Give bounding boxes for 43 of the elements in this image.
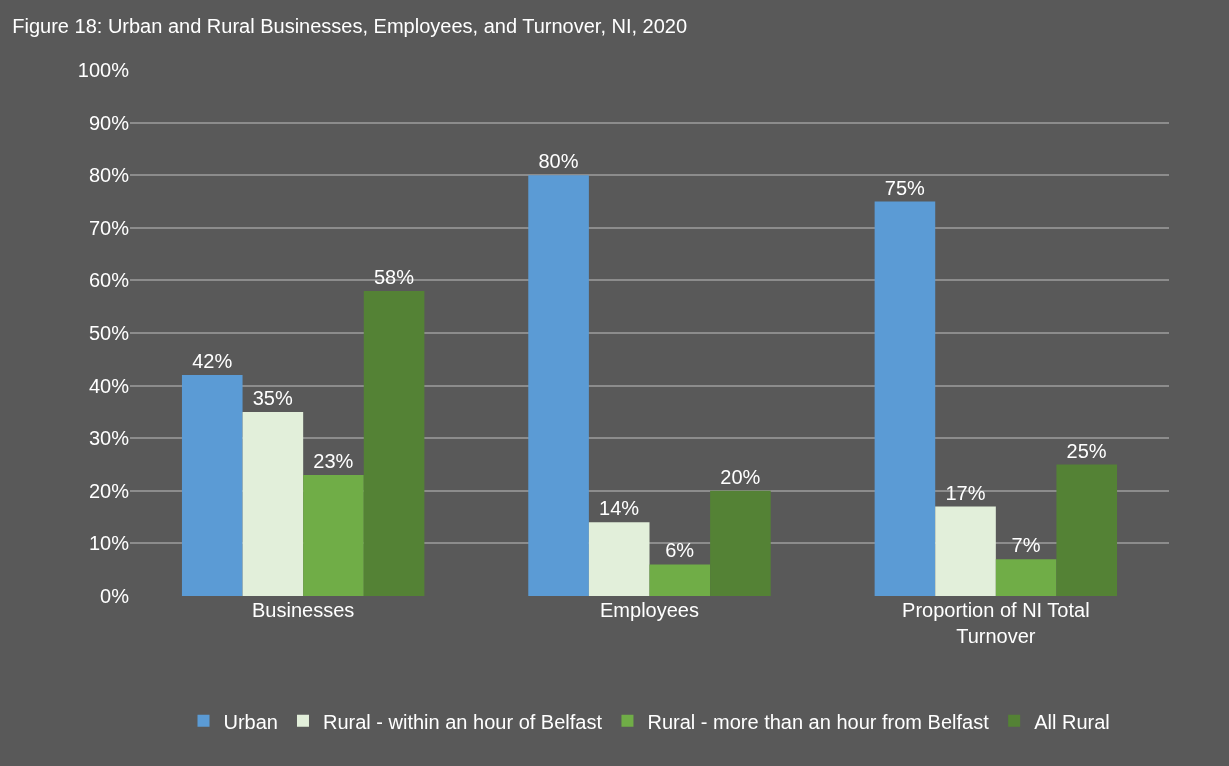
legend-label: Urban: [223, 710, 278, 733]
data-label: 80%: [538, 150, 579, 173]
bar: [1056, 464, 1118, 596]
y-tick-label: 0%: [100, 585, 130, 607]
bar: [649, 564, 711, 596]
data-label: 17%: [945, 481, 986, 504]
data-label: 58%: [373, 265, 415, 288]
y-tick-label: 60%: [88, 269, 130, 292]
x-tick-label: Proportion of NI Total Turnover: [902, 599, 1090, 647]
y-tick-label: 70%: [88, 216, 130, 239]
bar: [995, 559, 1057, 596]
data-label: 75%: [884, 176, 926, 199]
chart-title: Figure 18: Urban and Rural Businesses, Employees, and Turnover, NI, 2020: [12, 15, 688, 38]
data-label: 7%: [1011, 534, 1041, 557]
y-tick-label: 80%: [88, 164, 130, 187]
data-label: 20%: [720, 465, 761, 488]
x-tick-label: Employees: [600, 599, 699, 621]
y-tick-label: 20%: [88, 479, 130, 502]
y-tick-label: 100%: [77, 59, 130, 81]
data-label: 23%: [313, 450, 354, 473]
data-label: 35%: [252, 386, 293, 409]
y-tick-label: 40%: [88, 374, 130, 397]
data-label: 42%: [192, 350, 233, 373]
data-label: 6%: [665, 539, 695, 562]
bar: [710, 490, 771, 596]
bar: [874, 201, 936, 596]
data-label: 25%: [1066, 439, 1107, 462]
y-tick-label: 50%: [88, 322, 130, 344]
bar: [935, 506, 996, 596]
y-tick-label: 30%: [88, 427, 130, 450]
y-tick-label: 10%: [88, 532, 130, 555]
bar: [588, 522, 650, 596]
bar: [181, 375, 243, 596]
bar: [303, 475, 364, 596]
legend-label: All Rural: [1034, 710, 1110, 733]
legend-label: Rural - more than an hour from Belfast: [647, 710, 990, 733]
y-tick-label: 90%: [88, 111, 130, 134]
legend-label: Rural - within an hour of Belfast: [322, 710, 603, 733]
bar: [363, 290, 425, 596]
bar: [242, 411, 304, 596]
data-label: 14%: [599, 497, 640, 520]
bar: [528, 175, 589, 596]
x-tick-label: Businesses: [252, 599, 355, 621]
